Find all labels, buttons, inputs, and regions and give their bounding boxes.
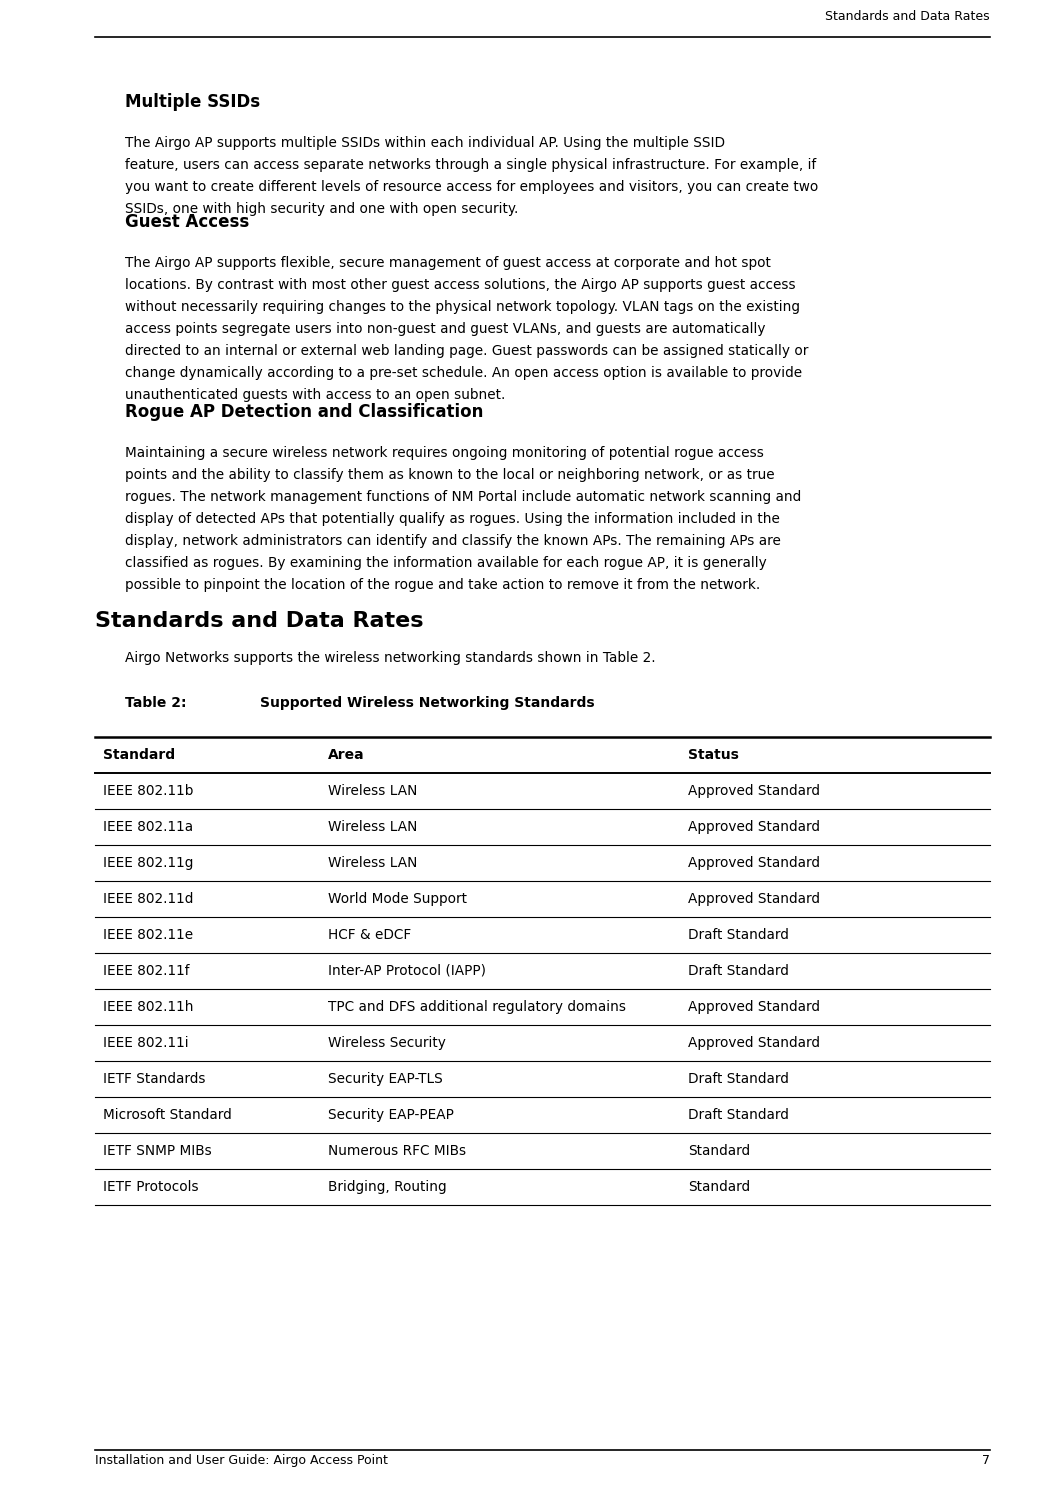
Text: SSIDs, one with high security and one with open security.: SSIDs, one with high security and one wi…: [125, 201, 519, 216]
Text: Approved Standard: Approved Standard: [688, 892, 820, 906]
Text: Approved Standard: Approved Standard: [688, 1000, 820, 1015]
Text: Microsoft Standard: Microsoft Standard: [103, 1109, 231, 1122]
Text: Table 2:: Table 2:: [125, 695, 186, 710]
Text: The Airgo AP supports multiple SSIDs within each individual AP. Using the multip: The Airgo AP supports multiple SSIDs wit…: [125, 136, 725, 151]
Text: IETF Protocols: IETF Protocols: [103, 1180, 199, 1194]
Text: Supported Wireless Networking Standards: Supported Wireless Networking Standards: [260, 695, 594, 710]
Text: Wireless LAN: Wireless LAN: [328, 783, 418, 798]
Text: IEEE 802.11d: IEEE 802.11d: [103, 892, 194, 906]
Text: Numerous RFC MIBs: Numerous RFC MIBs: [328, 1144, 466, 1158]
Text: Area: Area: [328, 747, 365, 762]
Text: classified as rogues. By examining the information available for each rogue AP, : classified as rogues. By examining the i…: [125, 557, 767, 570]
Text: unauthenticated guests with access to an open subnet.: unauthenticated guests with access to an…: [125, 388, 505, 401]
Text: IETF Standards: IETF Standards: [103, 1071, 205, 1086]
Text: Draft Standard: Draft Standard: [688, 1109, 789, 1122]
Text: Draft Standard: Draft Standard: [688, 1071, 789, 1086]
Text: without necessarily requiring changes to the physical network topology. VLAN tag: without necessarily requiring changes to…: [125, 300, 800, 313]
Text: Status: Status: [688, 747, 739, 762]
Text: Maintaining a secure wireless network requires ongoing monitoring of potential r: Maintaining a secure wireless network re…: [125, 446, 764, 460]
Text: IETF SNMP MIBs: IETF SNMP MIBs: [103, 1144, 211, 1158]
Text: Guest Access: Guest Access: [125, 213, 249, 231]
Text: IEEE 802.11f: IEEE 802.11f: [103, 964, 189, 977]
Text: Approved Standard: Approved Standard: [688, 856, 820, 870]
Text: Standard: Standard: [688, 1180, 750, 1194]
Text: Standard: Standard: [103, 747, 175, 762]
Text: display, network administrators can identify and classify the known APs. The rem: display, network administrators can iden…: [125, 534, 781, 548]
Text: Draft Standard: Draft Standard: [688, 928, 789, 941]
Text: HCF & eDCF: HCF & eDCF: [328, 928, 411, 941]
Text: 7: 7: [982, 1455, 990, 1467]
Text: you want to create different levels of resource access for employees and visitor: you want to create different levels of r…: [125, 181, 818, 194]
Text: directed to an internal or external web landing page. Guest passwords can be ass: directed to an internal or external web …: [125, 345, 808, 358]
Text: TPC and DFS additional regulatory domains: TPC and DFS additional regulatory domain…: [328, 1000, 626, 1015]
Text: Security EAP-PEAP: Security EAP-PEAP: [328, 1109, 453, 1122]
Text: points and the ability to classify them as known to the local or neighboring net: points and the ability to classify them …: [125, 468, 774, 482]
Text: Approved Standard: Approved Standard: [688, 783, 820, 798]
Text: Security EAP-TLS: Security EAP-TLS: [328, 1071, 443, 1086]
Text: Approved Standard: Approved Standard: [688, 1035, 820, 1050]
Text: Rogue AP Detection and Classification: Rogue AP Detection and Classification: [125, 403, 483, 421]
Text: IEEE 802.11i: IEEE 802.11i: [103, 1035, 188, 1050]
Text: locations. By contrast with most other guest access solutions, the Airgo AP supp: locations. By contrast with most other g…: [125, 278, 795, 292]
Text: rogues. The network management functions of NM Portal include automatic network : rogues. The network management functions…: [125, 489, 802, 504]
Text: IEEE 802.11g: IEEE 802.11g: [103, 856, 194, 870]
Text: World Mode Support: World Mode Support: [328, 892, 467, 906]
Text: Standards and Data Rates: Standards and Data Rates: [826, 10, 990, 22]
Text: feature, users can access separate networks through a single physical infrastruc: feature, users can access separate netwo…: [125, 158, 816, 172]
Text: The Airgo AP supports flexible, secure management of guest access at corporate a: The Airgo AP supports flexible, secure m…: [125, 257, 771, 270]
Text: display of detected APs that potentially qualify as rogues. Using the informatio: display of detected APs that potentially…: [125, 512, 780, 527]
Text: Airgo Networks supports the wireless networking standards shown in Table 2.: Airgo Networks supports the wireless net…: [125, 651, 655, 665]
Text: Bridging, Routing: Bridging, Routing: [328, 1180, 447, 1194]
Text: access points segregate users into non-guest and guest VLANs, and guests are aut: access points segregate users into non-g…: [125, 322, 766, 336]
Text: Multiple SSIDs: Multiple SSIDs: [125, 93, 260, 110]
Text: possible to pinpoint the location of the rogue and take action to remove it from: possible to pinpoint the location of the…: [125, 577, 761, 592]
Text: Draft Standard: Draft Standard: [688, 964, 789, 977]
Text: change dynamically according to a pre-set schedule. An open access option is ava: change dynamically according to a pre-se…: [125, 366, 802, 380]
Text: IEEE 802.11b: IEEE 802.11b: [103, 783, 194, 798]
Text: Installation and User Guide: Airgo Access Point: Installation and User Guide: Airgo Acces…: [95, 1455, 388, 1467]
Text: Standard: Standard: [688, 1144, 750, 1158]
Text: IEEE 802.11h: IEEE 802.11h: [103, 1000, 194, 1015]
Text: IEEE 802.11a: IEEE 802.11a: [103, 821, 194, 834]
Text: Wireless Security: Wireless Security: [328, 1035, 446, 1050]
Text: Wireless LAN: Wireless LAN: [328, 821, 418, 834]
Text: Approved Standard: Approved Standard: [688, 821, 820, 834]
Text: IEEE 802.11e: IEEE 802.11e: [103, 928, 194, 941]
Text: Standards and Data Rates: Standards and Data Rates: [95, 612, 424, 631]
Text: Inter-AP Protocol (IAPP): Inter-AP Protocol (IAPP): [328, 964, 486, 977]
Text: Wireless LAN: Wireless LAN: [328, 856, 418, 870]
